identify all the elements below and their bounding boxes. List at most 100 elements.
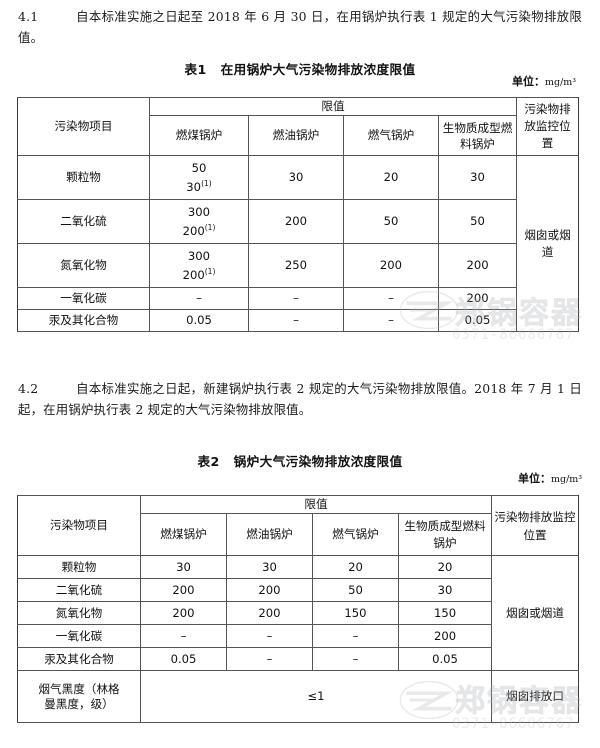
table1-header-col-biomass: 生物质成型燃料锅炉 (437, 115, 518, 156)
table1-row1-coal-footnote: (1) (204, 222, 216, 232)
table1-caption: 表1 在用锅炉大气污染物排放浓度限值 (0, 59, 600, 78)
table1-row1-biomass: 50 (437, 199, 518, 244)
table1-row0-biomass: 30 (437, 155, 518, 200)
table1-row2-oil: 250 (248, 243, 344, 288)
table1-row0-coal-line2: 30(1) (186, 178, 212, 194)
paragraph-4-2-number: 4.2 (18, 381, 39, 396)
table2-row2-gas: 150 (312, 601, 399, 625)
table2-header-col-gas: 燃气锅炉 (312, 513, 399, 556)
table2-row2-coal: 200 (140, 601, 227, 625)
table1-monitor-position-value: 烟囱或烟道 (516, 155, 580, 332)
table2-row1-pollutant: 二氧化硫 (17, 578, 141, 602)
table1-unit: 单位：mg/m³ (512, 73, 576, 89)
table2-row3-biomass: 200 (397, 624, 493, 648)
table1-row0-pollutant: 颗粒物 (17, 155, 150, 200)
table-row: 一氧化碳 – – – 200 (17, 624, 579, 648)
table2-header-row-2: 燃煤锅炉 燃油锅炉 燃气锅炉 生物质成型燃料锅炉 (18, 513, 579, 556)
paragraph-4-2: 4.2 自本标准实施之日起，新建锅炉执行表 2 规定的大气污染物排放限值。2018… (18, 378, 582, 420)
table1-row2-coal: 300 200(1) (149, 243, 249, 288)
paragraph-4-2-text: 自本标准实施之日起，新建锅炉执行表 2 规定的大气污染物排放限值。2018 年 … (18, 381, 582, 417)
table1-row0-coal: 50 30(1) (149, 155, 249, 200)
table2-row4-oil: – (226, 647, 313, 671)
table1-caption-title: 在用锅炉大气污染物排放浓度限值 (220, 62, 416, 77)
table2-row1-oil: 200 (226, 578, 313, 602)
table1-row0-coal-footnote: (1) (201, 178, 212, 188)
table2-row2-biomass: 150 (397, 601, 493, 625)
table1-header-row-1: 污染物项目 限值 污染物排放监控位置 (17, 97, 580, 156)
table2-row4-gas: – (312, 647, 399, 671)
table2-smoke-pollutant: 烟气黑度（林格 曼黑度，级） (17, 670, 141, 723)
table1-row1-coal: 300 200(1) (149, 199, 249, 244)
table2-unit: 单位：mg/m³ (518, 470, 582, 486)
table2-row4-pollutant: 汞及其化合物 (17, 647, 141, 671)
table1-header-limit-group: 限值 (148, 97, 518, 116)
table1-header-pollutant: 污染物项目 (17, 97, 150, 156)
table1-row4-pollutant: 汞及其化合物 (17, 309, 150, 332)
table2-row2-oil: 200 (226, 601, 313, 625)
table1-row2-coal-line2: 200(1) (182, 266, 216, 282)
table1-row2-biomass: 200 (437, 243, 518, 288)
table2-monitor-position-value: 烟囱或烟道 (491, 555, 580, 671)
table1-row3-gas: – (343, 287, 439, 310)
table1-row4-coal: 0.05 (149, 309, 249, 332)
table2-row4-biomass: 0.05 (397, 647, 493, 671)
table1-row4-biomass: 0.05 (437, 309, 518, 332)
table-row: 一氧化碳 – – – 200 (17, 287, 579, 310)
table2-row1-biomass: 30 (397, 578, 493, 602)
table2-row0-gas: 20 (312, 555, 399, 579)
table1-row3-pollutant: 一氧化碳 (17, 287, 150, 310)
table2-smoke-pollutant-line1: 烟气黑度（林格 (38, 681, 120, 696)
paragraph-4-1: 4.1 自本标准实施之日起至 2018 年 6 月 30 日，在用锅炉执行表 1 … (18, 6, 582, 48)
paragraph-4-1-text: 自本标准实施之日起至 2018 年 6 月 30 日，在用锅炉执行表 1 规定的… (18, 9, 582, 45)
table-in-use-boiler-limits: 污染物项目 限值 污染物排放监控位置 燃煤锅炉 燃油锅炉 燃气锅炉 生物质成型燃… (17, 97, 580, 332)
table1-row2-pollutant: 氮氧化物 (17, 243, 150, 288)
table2-header-limit-group: 限值 (139, 495, 493, 514)
table1-row1-pollutant: 二氧化硫 (17, 199, 150, 244)
table-row: 二氧化硫 300 200(1) 200 50 50 (17, 199, 579, 244)
table1-row2-coal-footnote: (1) (204, 266, 216, 276)
table2-caption-label: 表2 (197, 454, 220, 469)
table1-unit-value: mg/m³ (545, 77, 577, 88)
table2-row0-oil: 30 (226, 555, 313, 579)
table1-row2-gas: 200 (343, 243, 439, 288)
table2-header-pollutant: 污染物项目 (17, 495, 141, 556)
table-row: 氮氧化物 300 200(1) 250 200 200 (17, 243, 579, 288)
table1-row1-coal-line1: 300 (187, 204, 211, 219)
table2-header-col-oil: 燃油锅炉 (226, 513, 313, 556)
table-row-smoke-blackness: 烟气黑度（林格 曼黑度，级） ≤1 烟囱排放口 (17, 670, 580, 723)
table2-row1-gas: 50 (312, 578, 399, 602)
table2-row0-biomass: 20 (397, 555, 493, 579)
table1-header-col-oil: 燃油锅炉 (248, 115, 344, 156)
table1-header-monitor-position: 污染物排放监控位置 (516, 97, 580, 156)
table2-smoke-value: ≤1 (139, 670, 493, 723)
table1-row1-coal-line2: 200(1) (182, 222, 216, 238)
table1-unit-label: 单位： (512, 75, 545, 88)
table1-header-col-coal: 燃煤锅炉 (149, 115, 249, 156)
table2-header-row-1: 污染物项目 限值 污染物排放监控位置 (17, 495, 580, 556)
table2-smoke-pollutant-line2: 曼黑度，级） (44, 696, 114, 711)
table2-header-monitor-position: 污染物排放监控位置 (491, 495, 580, 556)
table2-row3-pollutant: 一氧化碳 (17, 624, 141, 648)
table2-row2-pollutant: 氮氧化物 (17, 601, 141, 625)
table1-row4-gas: – (343, 309, 439, 332)
table1-caption-label: 表1 (184, 62, 207, 77)
table1-header-col-gas: 燃气锅炉 (343, 115, 439, 156)
paragraph-4-1-number: 4.1 (18, 9, 39, 24)
table2-header-col-biomass: 生物质成型燃料锅炉 (397, 513, 493, 556)
table-row: 汞及其化合物 0.05 – – 0.05 (17, 647, 579, 671)
table2-unit-value: mg/m³ (551, 474, 583, 485)
table1-row3-coal: – (149, 287, 249, 310)
table2-row1-coal: 200 (140, 578, 227, 602)
table2-smoke-monitor-position: 烟囱排放口 (491, 670, 580, 723)
table2-unit-label: 单位： (518, 472, 551, 485)
table1-row4-oil: – (248, 309, 344, 332)
table2-caption: 表2 锅炉大气污染物排放浓度限值 (0, 451, 600, 470)
table1-row1-oil: 200 (248, 199, 344, 244)
table-row: 汞及其化合物 0.05 – – 0.05 (17, 309, 579, 332)
table2-row0-coal: 30 (140, 555, 227, 579)
table1-row0-gas: 20 (343, 155, 439, 200)
table1-row1-gas: 50 (343, 199, 439, 244)
table2-row3-oil: – (226, 624, 313, 648)
table-row: 氮氧化物 200 200 150 150 (17, 601, 579, 625)
